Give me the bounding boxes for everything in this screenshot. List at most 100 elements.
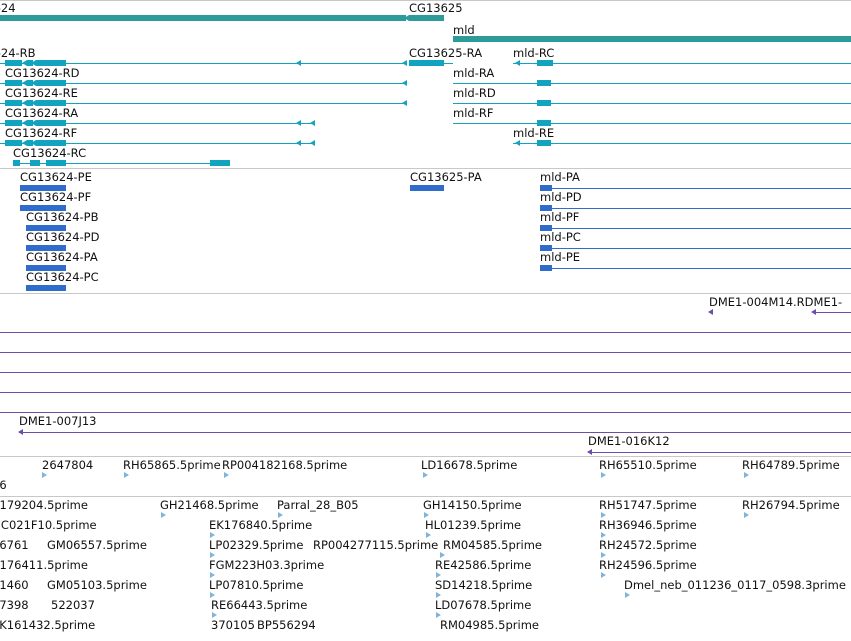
feature-label: CG13624-RA [5, 106, 79, 120]
intron-line [0, 352, 851, 353]
strand-arrow-icon [161, 512, 166, 518]
strand-arrow-icon [18, 429, 23, 435]
exon-block[interactable] [5, 120, 22, 126]
strand-arrow-icon [26, 245, 31, 251]
intron-line [588, 452, 851, 453]
exon-block[interactable] [27, 140, 33, 146]
strand-arrow-icon [210, 532, 215, 538]
strand-arrow-icon [587, 449, 592, 455]
feature-label: DME1-004M14.RDME1- [709, 295, 843, 309]
exon-block[interactable] [540, 245, 552, 251]
exon-block[interactable] [540, 265, 552, 271]
feature-label: LD16678.5prime [421, 458, 518, 472]
exon-block[interactable] [5, 80, 22, 86]
intron-line [0, 103, 406, 104]
exon-block[interactable] [36, 60, 66, 66]
feature-label: mld-RF [453, 106, 494, 120]
exon-block[interactable] [540, 205, 552, 211]
exon-block[interactable] [36, 100, 66, 106]
feature-label: CG13624-PA [26, 250, 98, 264]
strand-arrow-icon [212, 612, 217, 618]
exon-block[interactable] [410, 185, 444, 191]
strand-arrow-icon [310, 140, 315, 146]
strand-arrow-icon [296, 120, 301, 126]
feature-label: RM04585.5prime [443, 538, 542, 552]
exon-block[interactable] [30, 160, 40, 166]
strand-arrow-icon [32, 245, 37, 251]
strand-arrow-icon [296, 60, 301, 66]
strand-arrow-icon [601, 472, 606, 478]
exon-block[interactable] [20, 205, 66, 211]
exon-block[interactable] [36, 140, 66, 146]
strand-arrow-icon [426, 532, 431, 538]
intron-line [0, 63, 406, 64]
track-separator [0, 168, 851, 169]
exon-block[interactable] [26, 245, 66, 251]
intron-line [540, 208, 851, 209]
exon-block[interactable] [210, 160, 230, 166]
strand-arrow-icon [124, 472, 129, 478]
feature-label: CG13624-RD [5, 66, 80, 80]
feature-label: RH51747.5prime [599, 498, 697, 512]
gene-mld[interactable] [453, 36, 851, 42]
feature-label: CG13625 [409, 1, 463, 15]
exon-block[interactable] [27, 80, 33, 86]
exon-block[interactable] [540, 185, 552, 191]
exon-block[interactable] [20, 185, 66, 191]
feature-label: LP07810.5prime [209, 578, 304, 592]
feature-label: mld-RC [513, 46, 555, 60]
strand-arrow-icon [515, 60, 520, 66]
exon-block[interactable] [540, 225, 552, 231]
feature-label: RH26794.5prime [742, 498, 840, 512]
exon-block[interactable] [5, 140, 22, 146]
gene-CG13625[interactable] [409, 15, 444, 21]
strand-arrow-icon [424, 512, 429, 518]
feature-label: 36761 [0, 538, 29, 552]
exon-block[interactable] [409, 60, 444, 66]
strand-arrow-icon [26, 205, 31, 211]
exon-block[interactable] [537, 60, 553, 66]
intron-line [0, 372, 851, 373]
feature-label: RP004182168.5prime [222, 458, 348, 472]
exon-block[interactable] [27, 60, 33, 66]
intron-line [453, 83, 851, 84]
feature-label: mld-PC [540, 230, 581, 244]
exon-block[interactable] [36, 120, 66, 126]
strand-arrow-icon [31, 120, 36, 126]
strand-arrow-icon [22, 80, 27, 86]
strand-arrow-icon [708, 309, 713, 315]
exon-block[interactable] [26, 225, 66, 231]
feature-label: 2647804 [42, 458, 94, 472]
exon-block[interactable] [537, 120, 551, 126]
feature-label: CG13624-RB [0, 46, 36, 60]
strand-arrow-icon [32, 225, 37, 231]
strand-arrow-icon [436, 592, 441, 598]
gene-CG13624[interactable] [0, 15, 406, 21]
exon-block[interactable] [26, 265, 66, 271]
feature-label: RH24596.5prime [599, 558, 697, 572]
strand-arrow-icon [32, 285, 37, 291]
feature-label: Parral_28_B05 [277, 498, 359, 512]
intron-line [453, 123, 851, 124]
exon-block[interactable] [537, 100, 551, 106]
exon-block[interactable] [36, 80, 66, 86]
strand-arrow-icon [436, 612, 441, 618]
exon-block[interactable] [537, 80, 551, 86]
exon-block[interactable] [5, 60, 22, 66]
track-separator [0, 456, 851, 457]
exon-block[interactable] [13, 160, 20, 166]
strand-arrow-icon [625, 592, 630, 598]
feature-label: mld-PE [540, 250, 581, 264]
exon-block[interactable] [27, 100, 33, 106]
strand-arrow-icon [515, 140, 520, 146]
feature-label: CG13624 [0, 1, 16, 15]
exon-block[interactable] [26, 285, 66, 291]
feature-label: GM05103.5prime [47, 578, 147, 592]
feature-label: 11460 [0, 578, 29, 592]
exon-block[interactable] [27, 120, 33, 126]
exon-block[interactable] [46, 160, 66, 166]
exon-block[interactable] [5, 100, 22, 106]
exon-block[interactable] [537, 140, 551, 146]
feature-label: 06 [0, 478, 7, 492]
